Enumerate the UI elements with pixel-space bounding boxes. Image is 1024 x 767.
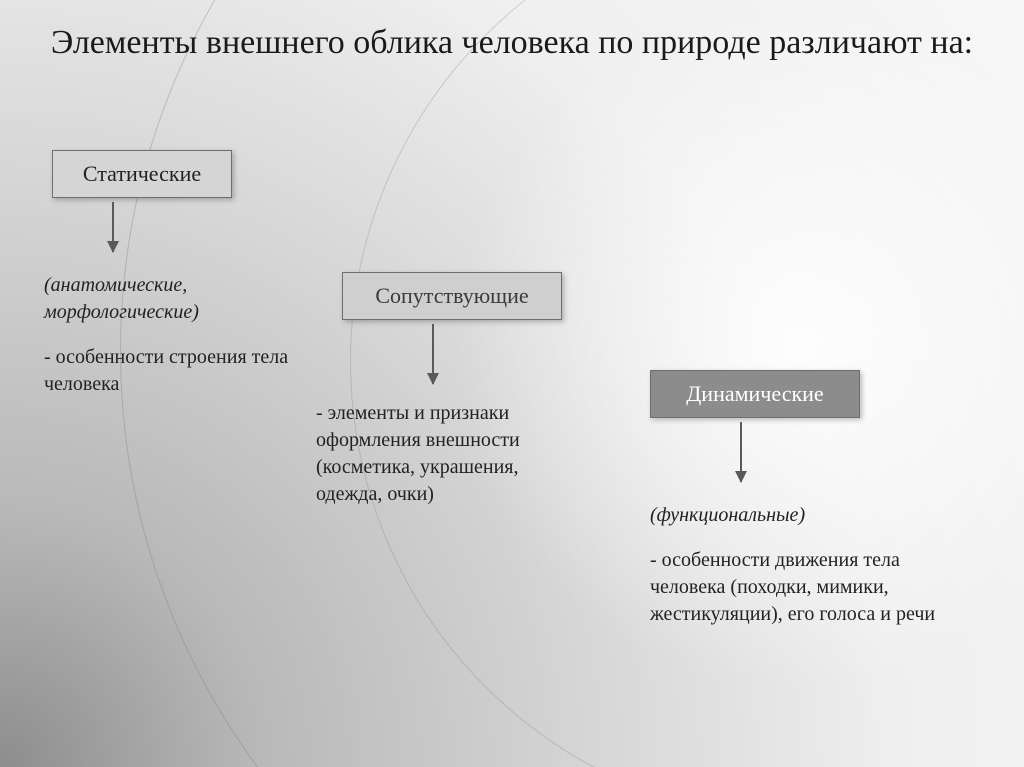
desc-dynamic: (функциональные) - особенности движения … (650, 502, 950, 628)
slide-title: Элементы внешнего облика человека по при… (0, 22, 1024, 65)
arrow-dynamic (740, 422, 742, 482)
arrow-concomitant (432, 324, 434, 384)
desc-concomitant: - элементы и признаки оформления внешнос… (316, 400, 586, 508)
desc-static-text: - особенности строения тела человека (44, 346, 288, 395)
box-concomitant: Сопутствующие (342, 272, 562, 320)
desc-static: (анатомические, морфологические) - особе… (44, 272, 294, 398)
desc-concomitant-text: - элементы и признаки оформления внешнос… (316, 402, 520, 505)
box-dynamic: Динамические (650, 370, 860, 418)
box-static: Статические (52, 150, 232, 198)
arrow-static (112, 202, 114, 252)
spacer (44, 326, 294, 344)
desc-static-italic: (анатомические, морфологические) (44, 274, 199, 323)
spacer (650, 529, 950, 547)
desc-dynamic-text: - особенности движения тела человека (по… (650, 549, 935, 625)
slide: Элементы внешнего облика человека по при… (0, 0, 1024, 767)
box-static-label: Статические (83, 161, 201, 186)
desc-dynamic-italic: (функциональные) (650, 504, 805, 526)
box-concomitant-label: Сопутствующие (375, 283, 528, 308)
box-dynamic-label: Динамические (686, 381, 823, 406)
